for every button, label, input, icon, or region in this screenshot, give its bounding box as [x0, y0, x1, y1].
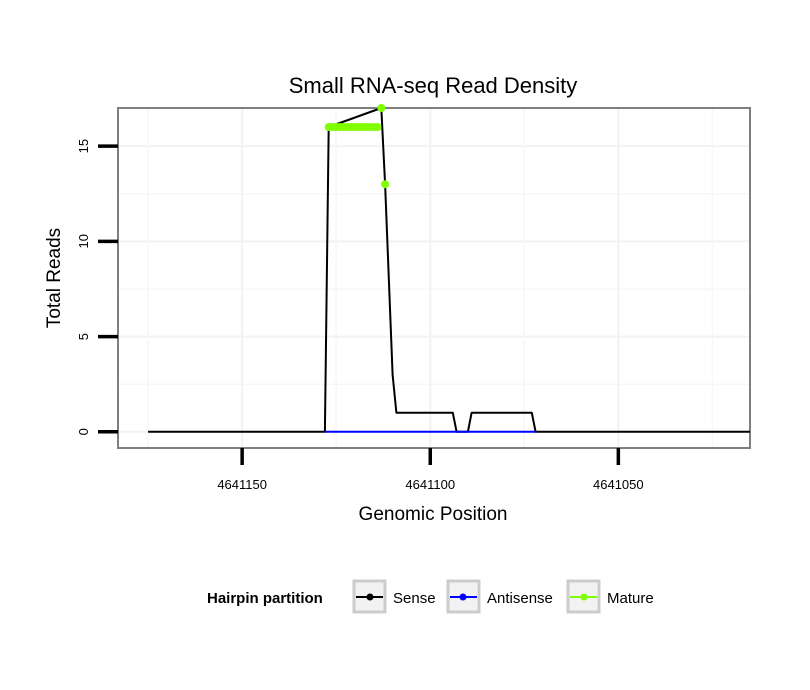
y-tick-label: 0 [76, 428, 91, 435]
plot-panel-border [117, 107, 751, 449]
legend: Hairpin partition Sense Antisense Mature [207, 579, 654, 614]
points-layer [324, 104, 390, 189]
data-point-mature [381, 180, 390, 189]
grid [118, 108, 750, 448]
legend-label-antisense: Antisense [487, 590, 553, 607]
x-tick-label: 4641050 [593, 477, 644, 492]
legend-label-mature: Mature [607, 590, 654, 607]
legend-dot-mature [580, 593, 588, 601]
data-point-mature [373, 123, 382, 132]
y-axis: 0 5 10 15 [76, 139, 118, 435]
x-tick-label: 4641150 [217, 477, 267, 492]
x-axis: 4641150 4641100 4641050 [217, 448, 644, 492]
legend-title: Hairpin partition [207, 590, 323, 607]
y-tick-label: 5 [76, 333, 91, 340]
data-point-mature [377, 104, 386, 112]
series-layer [148, 107, 750, 433]
y-axis-title: Total Reads [44, 228, 65, 328]
chart-title: Small RNA-seq Read Density [289, 73, 578, 98]
x-axis-title: Genomic Position [359, 504, 508, 525]
legend-item-mature: Mature [566, 579, 654, 614]
legend-dot-antisense [459, 593, 467, 601]
series-line-sense [148, 107, 750, 433]
y-tick-label: 10 [76, 234, 91, 248]
x-tick-label: 4641100 [405, 477, 455, 492]
legend-dot-sense [366, 593, 374, 601]
legend-label-sense: Sense [393, 590, 436, 607]
legend-item-antisense: Antisense [446, 579, 553, 614]
legend-item-sense: Sense [352, 579, 436, 614]
y-tick-label: 15 [76, 139, 91, 153]
